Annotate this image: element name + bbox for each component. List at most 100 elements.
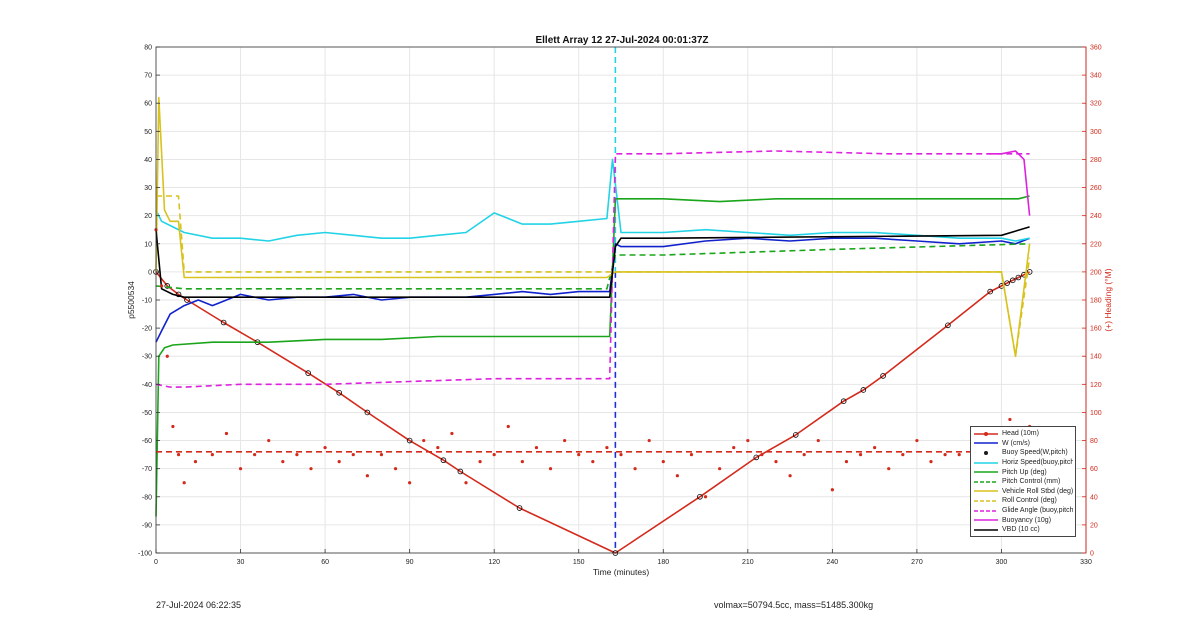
data-point [171,424,175,429]
data-point [478,460,482,464]
series-line [155,226,1030,298]
data-point [210,453,214,457]
legend-entry: Pitch Control (mm) [973,477,1073,487]
data-point [422,438,426,443]
data-point [760,453,764,457]
data-point [816,438,820,443]
data-marker [1009,277,1016,284]
data-point [844,460,849,464]
data-point [160,284,164,288]
y-tick-label: 30 [144,185,152,192]
data-point [351,453,355,457]
data-point [520,460,524,464]
y-right-tick-label: 140 [1090,354,1102,361]
x-tick-label: 150 [573,559,585,566]
y-right-tick-label: 60 [1090,466,1098,473]
data-point [873,445,877,450]
chart-title: Ellett Array 12 27-Jul-2024 00:01:37Z [535,35,708,46]
x-tick-label: 120 [488,559,500,566]
legend-swatch [974,480,998,483]
y-right-tick-label: 280 [1090,157,1102,164]
y-tick-label: 60 [144,101,152,108]
y-tick-label: 40 [144,157,152,164]
data-marker [1015,274,1022,281]
y-right-tick-label: 40 [1090,494,1098,501]
y-tick-label: -60 [142,438,152,445]
legend-entry: Glide Angle (buoy,pitch) [973,506,1073,516]
data-point [450,431,454,436]
data-marker [697,493,703,500]
y-right-tick-label: 320 [1090,101,1102,108]
data-point [337,460,341,464]
data-point [689,453,694,457]
series-10 [155,226,1030,298]
series-line [155,237,1030,343]
legend-swatch [974,509,998,512]
y-right-tick-label: 160 [1090,326,1102,333]
y-tick-label: 0 [148,269,152,276]
x-tick-label: 180 [657,559,669,566]
y-right-tick-label: 340 [1090,73,1102,80]
data-point [957,453,961,457]
data-point [619,453,623,457]
data-point [675,474,679,478]
footer-mass-info: volmax=50794.5cc, mass=51485.300kg [714,600,874,610]
y-right-tick-label: 240 [1090,213,1102,220]
data-point [393,467,398,471]
data-marker [406,437,413,444]
legend-label: Pitch Control (mm) [1002,478,1061,486]
legend: Head (10m) W (cm/s) Buoy Speed(W,pitch) Hor… [970,426,1076,537]
data-marker [987,288,993,295]
footer-timestamp: 27-Jul-2024 06:22:35 [156,600,242,610]
legend-label: Roll Control (deg) [1002,497,1057,505]
data-point [253,453,257,457]
y-tick-label: -90 [142,522,152,529]
data-point [193,460,198,464]
y-tick-label: -50 [142,410,152,417]
data-point [703,495,708,499]
y-tick-label: -30 [142,354,152,361]
y-right-tick-label: 20 [1090,522,1098,529]
data-marker [440,457,447,464]
legend-entry: Vehicle Roll Stbd (deg) [973,487,1073,497]
series-5 [155,243,1030,290]
data-point [718,467,722,471]
legend-swatch [974,461,998,464]
data-marker [305,370,311,376]
x-axis-label: Time (minutes) [593,567,650,577]
data-point [591,460,595,464]
data-point [732,445,736,450]
y-right-tick-label: 260 [1090,185,1102,192]
x-tick-label: 270 [911,559,923,566]
legend-label: Buoy Speed(W,pitch) [1002,449,1068,457]
y-tick-label: -100 [138,551,152,558]
legend-swatch [974,519,998,521]
legend-swatch [974,490,998,493]
data-point [176,453,181,457]
x-tick-label: 210 [742,559,754,566]
legend-label: VBD (10 cc) [1002,526,1040,534]
data-marker [880,373,886,379]
series-3 [155,158,1030,242]
data-point [267,438,271,443]
legend-swatch [974,442,998,445]
y-tick-label: -40 [142,382,152,389]
legend-entry: Pitch Up (deg) [973,467,1073,477]
data-point [929,460,933,464]
data-point [238,467,243,471]
data-point [309,467,313,471]
y-right-tick-label: 0 [1090,551,1094,558]
x-tick-label: 300 [996,559,1008,566]
legend-label: Buoyancy (10g) [1002,516,1052,524]
axes: 0 30 60 90 120 150 180 210 240 270 300 330807060504… [138,45,1102,567]
data-point [1008,417,1012,422]
data-point [379,453,384,457]
data-point [647,438,651,443]
legend-swatch [984,450,988,455]
y-right-tick-label: 100 [1090,410,1102,417]
legend-swatch [974,431,998,436]
series-line [156,195,1031,357]
y-right-tick-label: 300 [1090,129,1102,136]
series-line [155,150,1030,388]
data-point [323,445,327,450]
